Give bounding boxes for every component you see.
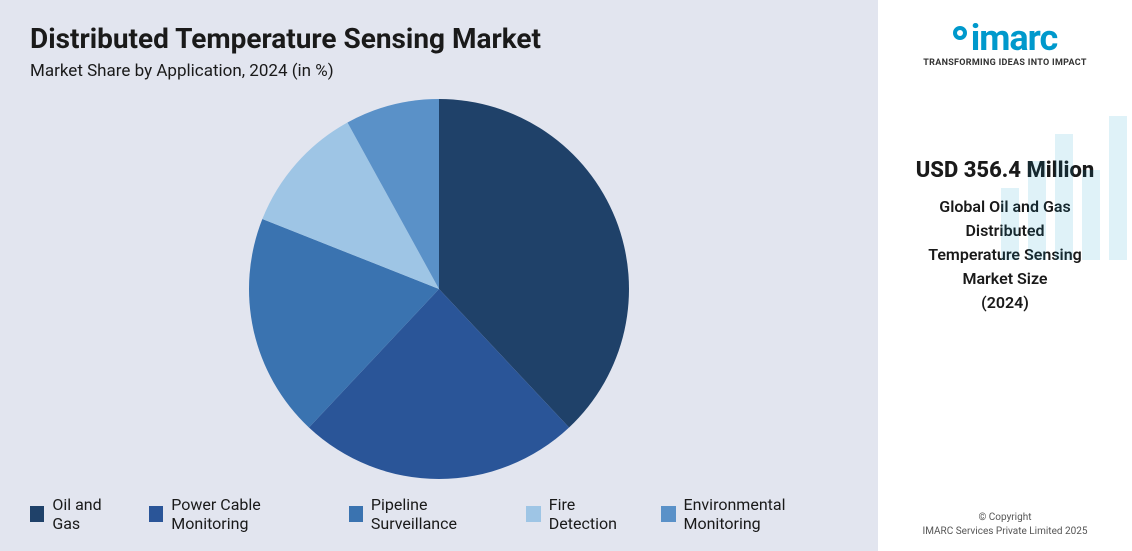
legend-swatch (526, 506, 540, 522)
legend-swatch (30, 506, 44, 522)
copyright-line: IMARC Services Private Limited 2025 (923, 525, 1088, 539)
page-subtitle: Market Share by Application, 2024 (in %) (30, 61, 848, 81)
stat-label-line: Distributed (928, 219, 1082, 243)
legend-item: Pipeline Surveillance (349, 495, 503, 533)
legend-item: Power Cable Monitoring (149, 495, 325, 533)
legend-label: Fire Detection (549, 495, 637, 533)
legend-swatch (661, 506, 675, 522)
legend-item: Oil and Gas (30, 495, 125, 533)
legend-item: Fire Detection (526, 495, 637, 533)
logo-dot-icon (953, 26, 967, 40)
legend-swatch (349, 506, 363, 522)
logo: imarc (953, 20, 1058, 56)
pie-chart (244, 94, 634, 484)
stat-value: USD 356.4 Million (916, 158, 1095, 183)
main-panel: Distributed Temperature Sensing Market M… (0, 0, 878, 551)
logo-tagline: TRANSFORMING IDEAS INTO IMPACT (923, 58, 1086, 68)
legend-label: Pipeline Surveillance (371, 495, 503, 533)
copyright-line: © Copyright (923, 511, 1088, 525)
legend-label: Oil and Gas (52, 495, 125, 533)
sidebar: imarc TRANSFORMING IDEAS INTO IMPACT USD… (878, 0, 1132, 551)
legend-swatch (149, 506, 163, 522)
stat-label: Global Oil and Gas Distributed Temperatu… (928, 195, 1082, 315)
legend-label: Environmental Monitoring (684, 495, 849, 533)
stat-label-line: (2024) (928, 291, 1082, 315)
stat-label-line: Global Oil and Gas (928, 195, 1082, 219)
stat-label-line: Market Size (928, 267, 1082, 291)
logo-text: imarc (971, 20, 1058, 56)
legend: Oil and Gas Power Cable Monitoring Pipelin… (30, 495, 848, 533)
page-title: Distributed Temperature Sensing Market (30, 22, 848, 55)
stat-label-line: Temperature Sensing (928, 243, 1082, 267)
chart-area (30, 91, 848, 487)
copyright: © Copyright IMARC Services Private Limit… (923, 511, 1088, 539)
legend-item: Environmental Monitoring (661, 495, 848, 533)
legend-label: Power Cable Monitoring (171, 495, 324, 533)
